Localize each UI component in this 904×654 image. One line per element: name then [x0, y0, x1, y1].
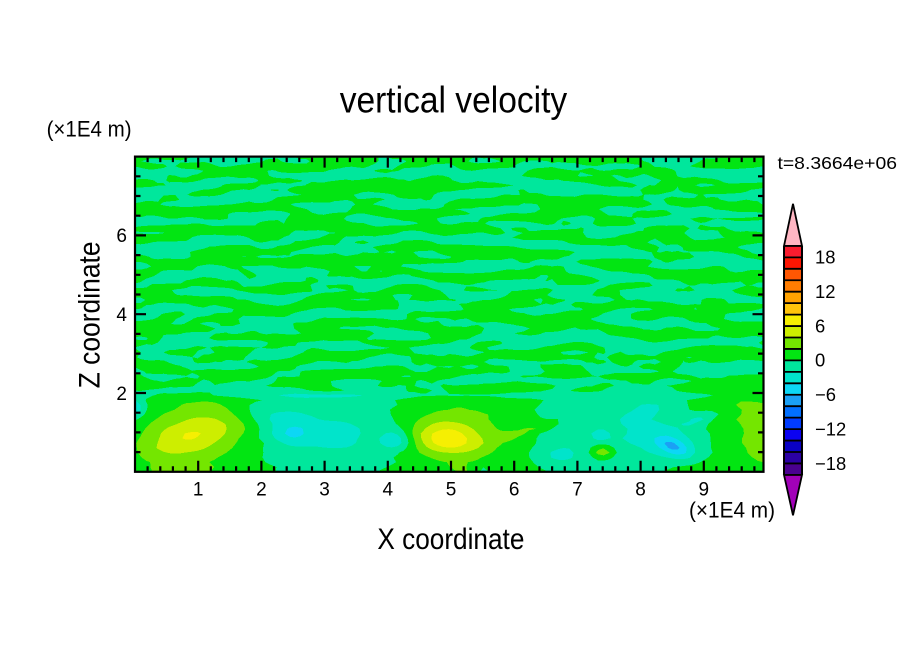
svg-text:2: 2: [116, 384, 127, 405]
svg-text:−6: −6: [815, 384, 836, 405]
svg-text:4: 4: [383, 479, 394, 500]
svg-text:4: 4: [116, 305, 127, 326]
svg-text:8: 8: [635, 479, 646, 500]
svg-text:−18: −18: [815, 453, 846, 474]
svg-text:1: 1: [193, 479, 204, 500]
svg-text:X coordinate: X coordinate: [377, 523, 524, 556]
svg-text:12: 12: [815, 281, 835, 302]
svg-text:(×1E4 m): (×1E4 m): [47, 117, 132, 142]
svg-text:(×1E4 m): (×1E4 m): [689, 498, 775, 523]
svg-text:3: 3: [319, 479, 330, 500]
svg-text:6: 6: [509, 479, 520, 500]
svg-text:t=8.3664e+06: t=8.3664e+06: [778, 153, 898, 173]
svg-text:6: 6: [116, 226, 127, 247]
svg-text:7: 7: [572, 479, 583, 500]
svg-text:9: 9: [699, 479, 710, 500]
svg-text:2: 2: [256, 479, 267, 500]
svg-text:6: 6: [815, 315, 825, 336]
svg-text:vertical velocity: vertical velocity: [340, 80, 568, 121]
svg-text:5: 5: [446, 479, 457, 500]
svg-text:Z coordinate: Z coordinate: [74, 241, 107, 388]
svg-text:18: 18: [815, 247, 835, 268]
svg-text:−12: −12: [815, 418, 846, 439]
svg-text:0: 0: [815, 350, 825, 371]
